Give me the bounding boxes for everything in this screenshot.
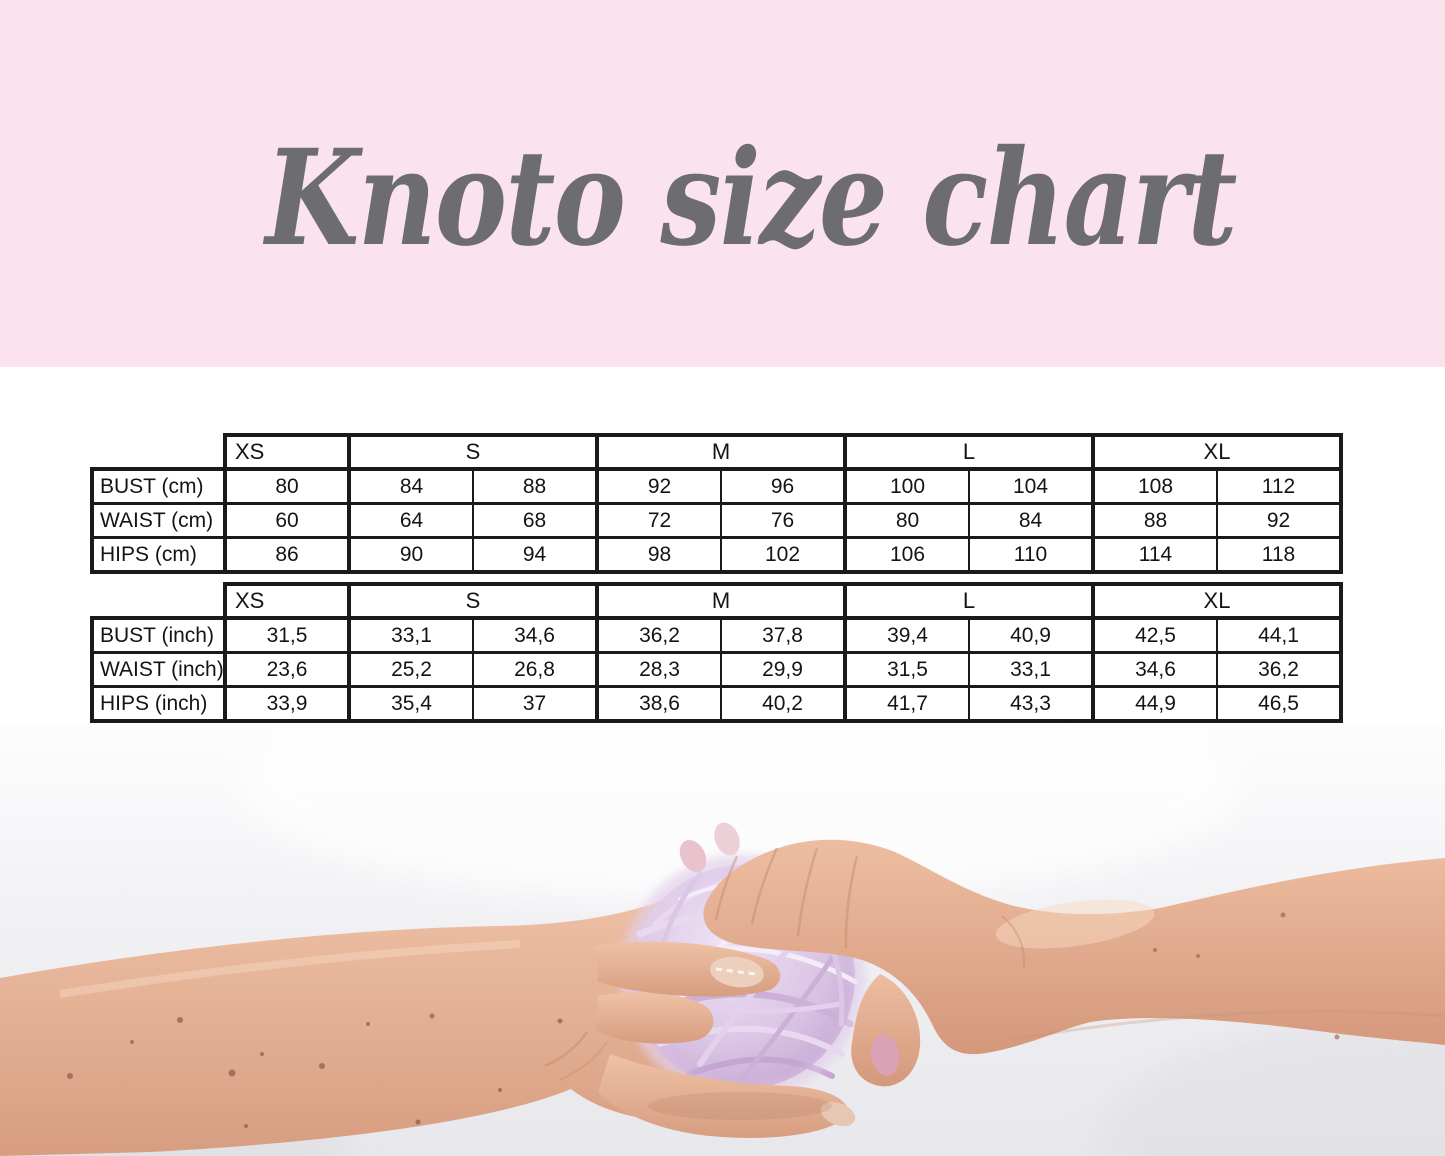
size-value-cell: 33,1	[347, 616, 474, 654]
bust-row-cm: BUST (cm) 80 84 88 92 96 100 104 108 112	[90, 467, 1343, 505]
size-value-cell: 76	[720, 502, 846, 539]
size-value-cell: 68	[472, 502, 598, 539]
size-value-cell: 72	[595, 502, 722, 539]
size-group-header: M	[595, 433, 846, 471]
hands-yarn-photo	[0, 664, 1445, 1156]
right-thumb	[851, 974, 921, 1087]
size-value-cell: 80	[223, 467, 350, 505]
size-value-cell: 36,2	[1216, 651, 1343, 688]
size-group-header: M	[595, 582, 846, 620]
size-value-cell: 88	[1091, 502, 1218, 539]
header-row-cm: XS S M L XL	[92, 433, 1343, 471]
thumb-nail-polished	[870, 1034, 900, 1076]
size-value-cell: 108	[1091, 467, 1218, 505]
waist-row-inch: WAIST (inch) 23,6 25,2 26,8 28,3 29,9 31…	[90, 651, 1343, 688]
row-label: WAIST (cm)	[90, 502, 227, 539]
size-group-header: S	[347, 582, 598, 620]
size-value-cell: 23,6	[223, 651, 350, 688]
size-group-header: XL	[1091, 433, 1343, 471]
freckles	[67, 1013, 563, 1128]
size-group-header: S	[347, 433, 598, 471]
size-value-cell: 104	[968, 467, 1094, 505]
size-value-cell: 118	[1216, 536, 1343, 574]
size-value-cell: 28,3	[595, 651, 722, 688]
right-arm	[679, 822, 1445, 1087]
size-value-cell: 37,8	[720, 616, 846, 654]
size-value-cell: 36,2	[595, 616, 722, 654]
size-value-cell: 40,2	[720, 685, 846, 723]
size-value-cell: 98	[595, 536, 722, 574]
waist-row-cm: WAIST (cm) 60 64 68 72 76 80 84 88 92	[90, 502, 1343, 539]
size-value-cell: 84	[347, 467, 474, 505]
size-value-cell: 29,9	[720, 651, 846, 688]
size-group-header: XL	[1091, 582, 1343, 620]
size-table-inch: XS S M L XL BUST (inch) 31,5 33,1 34,6 3…	[90, 582, 1343, 723]
size-value-cell: 39,4	[843, 616, 970, 654]
row-label: BUST (inch)	[90, 616, 227, 654]
size-value-cell: 34,6	[472, 616, 598, 654]
size-value-cell: 25,2	[347, 651, 474, 688]
size-value-cell: 41,7	[843, 685, 970, 723]
size-group-header: L	[843, 433, 1094, 471]
size-value-cell: 92	[595, 467, 722, 505]
size-value-cell: 80	[843, 502, 970, 539]
size-value-cell: 112	[1216, 467, 1343, 505]
size-value-cell: 100	[843, 467, 970, 505]
row-label: BUST (cm)	[90, 467, 227, 505]
hips-row-inch: HIPS (inch) 33,9 35,4 37 38,6 40,2 41,7 …	[90, 685, 1343, 723]
size-value-cell: 106	[843, 536, 970, 574]
row-label: HIPS (inch)	[90, 685, 227, 723]
size-group-header: XS	[223, 582, 350, 620]
size-value-cell: 46,5	[1216, 685, 1343, 723]
size-group-header: XS	[223, 433, 350, 471]
size-value-cell: 35,4	[347, 685, 474, 723]
size-value-cell: 88	[472, 467, 598, 505]
size-value-cell: 31,5	[843, 651, 970, 688]
page-title: Knoto size chart	[265, 121, 1237, 276]
right-finger-nail	[679, 839, 707, 873]
size-value-cell: 90	[347, 536, 474, 574]
left-index-nail	[710, 956, 764, 988]
size-group-header: L	[843, 582, 1094, 620]
size-value-cell: 60	[223, 502, 350, 539]
size-value-cell: 114	[1091, 536, 1218, 574]
size-value-cell: 31,5	[223, 616, 350, 654]
size-value-cell: 34,6	[1091, 651, 1218, 688]
title-banner: Knoto size chart	[0, 0, 1445, 367]
row-label: WAIST (inch)	[90, 651, 227, 688]
size-value-cell: 43,3	[968, 685, 1094, 723]
size-value-cell: 38,6	[595, 685, 722, 723]
size-value-cell: 26,8	[472, 651, 598, 688]
size-value-cell: 110	[968, 536, 1094, 574]
size-value-cell: 102	[720, 536, 846, 574]
corner-cell	[92, 584, 225, 618]
bust-row-inch: BUST (inch) 31,5 33,1 34,6 36,2 37,8 39,…	[90, 616, 1343, 654]
corner-cell	[92, 435, 225, 469]
size-value-cell: 64	[347, 502, 474, 539]
size-table-cm: XS S M L XL BUST (cm) 80 84 88 92 96 100…	[90, 433, 1343, 574]
size-value-cell: 44,1	[1216, 616, 1343, 654]
size-value-cell: 33,1	[968, 651, 1094, 688]
hips-row-cm: HIPS (cm) 86 90 94 98 102 106 110 114 11…	[90, 536, 1343, 574]
size-value-cell: 37	[472, 685, 598, 723]
size-value-cell: 40,9	[968, 616, 1094, 654]
left-finger-nail	[820, 1101, 856, 1127]
size-value-cell: 92	[1216, 502, 1343, 539]
size-value-cell: 86	[223, 536, 350, 574]
size-value-cell: 84	[968, 502, 1094, 539]
right-finger-nail	[714, 822, 740, 856]
left-hand-fingers	[596, 941, 856, 1138]
size-value-cell: 42,5	[1091, 616, 1218, 654]
size-value-cell: 94	[472, 536, 598, 574]
header-row-inch: XS S M L XL	[92, 582, 1343, 620]
row-label: HIPS (cm)	[90, 536, 227, 574]
size-value-cell: 33,9	[223, 685, 350, 723]
size-value-cell: 96	[720, 467, 846, 505]
size-value-cell: 44,9	[1091, 685, 1218, 723]
